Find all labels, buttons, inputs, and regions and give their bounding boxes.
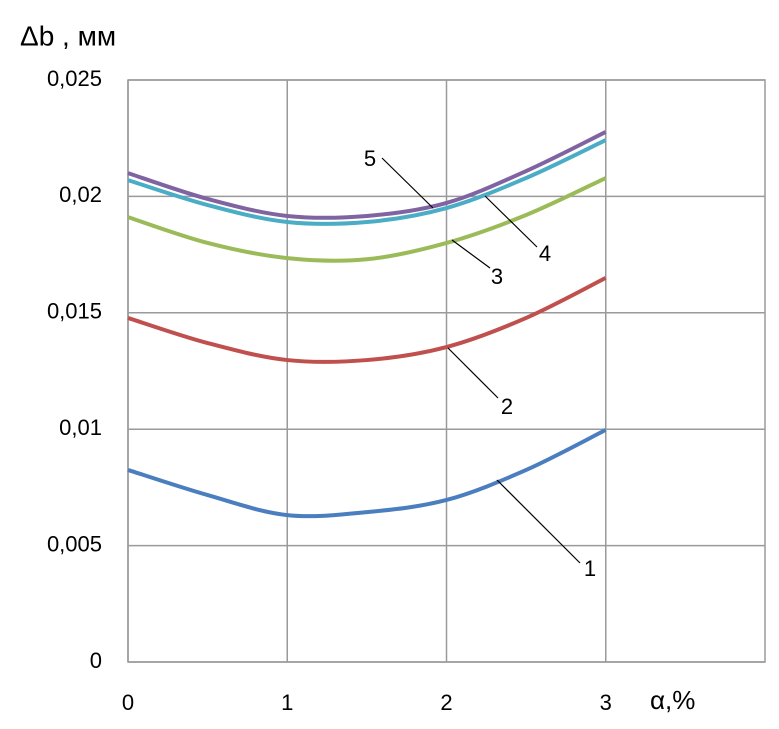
x-tick-label: 3	[600, 690, 612, 715]
y-tick-label: 0	[90, 648, 102, 673]
leader-line	[447, 347, 499, 399]
leader-line	[451, 239, 491, 269]
y-tick-label: 0,02	[59, 182, 102, 207]
y-tick-label: 0,025	[47, 66, 102, 91]
leader-line	[496, 479, 581, 564]
series-line	[127, 176, 607, 263]
curve-label: 1	[584, 556, 596, 581]
y-tick-label: 0,015	[47, 299, 102, 324]
y-tick-label: 0,005	[47, 531, 102, 556]
curve-label: 4	[539, 241, 551, 266]
leader-line	[381, 157, 434, 209]
x-axis-label: α,%	[650, 685, 695, 715]
curve-label: 3	[491, 264, 503, 289]
x-tick-label: 0	[122, 690, 134, 715]
y-axis-label: Δb , мм	[20, 20, 116, 51]
x-tick-label: 1	[281, 690, 293, 715]
y-tick-label: 0,01	[59, 415, 102, 440]
curve-label: 5	[364, 146, 376, 171]
leader-line	[484, 195, 538, 248]
curve-label: 2	[501, 394, 513, 419]
plot-frame	[127, 79, 766, 663]
series-line	[127, 276, 607, 364]
x-tick-label: 2	[440, 690, 452, 715]
series-line	[127, 130, 607, 220]
series-line	[127, 138, 607, 226]
series-line	[127, 428, 607, 519]
